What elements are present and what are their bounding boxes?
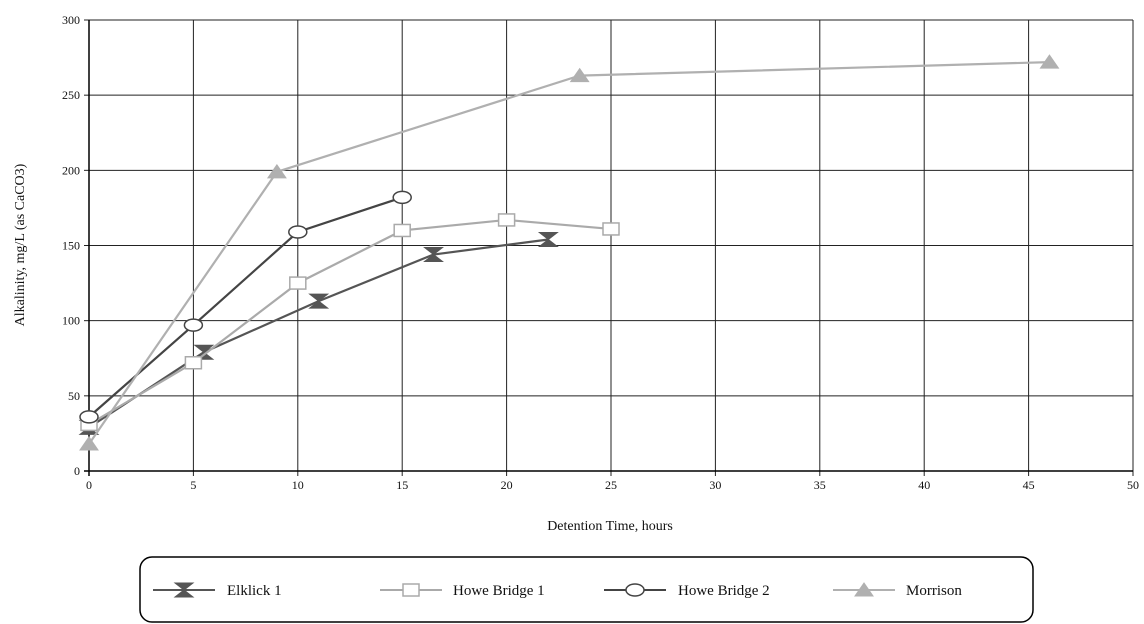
series-line xyxy=(88,218,612,426)
legend-marker xyxy=(625,583,645,597)
data-point xyxy=(266,163,287,179)
series-elklick-1 xyxy=(78,231,559,435)
y-tick-label: 0 xyxy=(74,464,80,478)
x-tick-label: 50 xyxy=(1127,478,1139,492)
data-point xyxy=(1039,54,1060,69)
axes: 0 5 10 15 20 25 30 35 40 45 50 0 50 100 150 200 250 300 xyxy=(62,13,1139,492)
y-tick-label: 50 xyxy=(68,389,80,403)
legend-label: Elklick 1 xyxy=(227,583,282,599)
series-line xyxy=(88,60,1050,445)
y-tick-label: 150 xyxy=(62,239,80,253)
legend-marker xyxy=(402,583,420,597)
legend-marker xyxy=(173,582,195,598)
data-point xyxy=(602,222,620,236)
y-tick-label: 100 xyxy=(62,314,80,328)
data-point xyxy=(308,293,330,309)
series-morrison xyxy=(79,54,1060,451)
y-tick-label: 200 xyxy=(62,163,80,177)
legend-box xyxy=(139,556,1034,623)
data-point xyxy=(497,213,516,227)
data-point xyxy=(537,231,559,247)
y-axis-title: Alkalinity, mg/L (as CaCO3) xyxy=(13,163,28,326)
data-point xyxy=(79,410,99,424)
data-point xyxy=(393,223,411,238)
x-tick-label: 45 xyxy=(1023,478,1035,492)
y-tick-label: 300 xyxy=(62,13,80,27)
x-tick-label: 20 xyxy=(501,478,513,492)
y-tick-label: 250 xyxy=(62,88,80,102)
series-howe-bridge-1 xyxy=(80,213,620,432)
data-point xyxy=(569,67,590,83)
x-tick-label: 30 xyxy=(709,478,721,492)
data-point xyxy=(423,247,444,263)
data-point xyxy=(289,276,307,290)
series-line xyxy=(88,196,403,418)
series-howe-bridge-2 xyxy=(79,190,412,424)
data-point xyxy=(184,356,203,370)
legend-marker xyxy=(854,582,874,597)
data-point xyxy=(288,225,308,239)
x-tick-label: 35 xyxy=(814,478,826,492)
legend-label: Howe Bridge 1 xyxy=(453,583,545,599)
x-tick-label: 25 xyxy=(605,478,617,492)
legend-item: Morrison xyxy=(833,582,962,599)
grid xyxy=(88,19,1134,472)
series-layer xyxy=(78,54,1060,451)
legend-label: Howe Bridge 2 xyxy=(678,583,770,599)
data-point xyxy=(392,190,412,205)
x-tick-label: 5 xyxy=(190,478,196,492)
x-tick-label: 0 xyxy=(86,478,92,492)
legend: Elklick 1 Howe Bridge 1 Howe Bridge 2 Morri… xyxy=(139,556,1034,623)
data-point xyxy=(183,318,204,332)
x-tick-label: 10 xyxy=(292,478,304,492)
legend-item: Howe Bridge 2 xyxy=(604,583,770,599)
legend-item: Elklick 1 xyxy=(153,582,282,599)
legend-label: Morrison xyxy=(906,583,962,599)
x-axis-title: Detention Time, hours xyxy=(547,519,673,534)
data-point xyxy=(79,436,99,451)
x-tick-label: 40 xyxy=(918,478,930,492)
series-line xyxy=(88,238,549,429)
legend-item: Howe Bridge 1 xyxy=(380,583,545,599)
x-tick-label: 15 xyxy=(396,478,408,492)
